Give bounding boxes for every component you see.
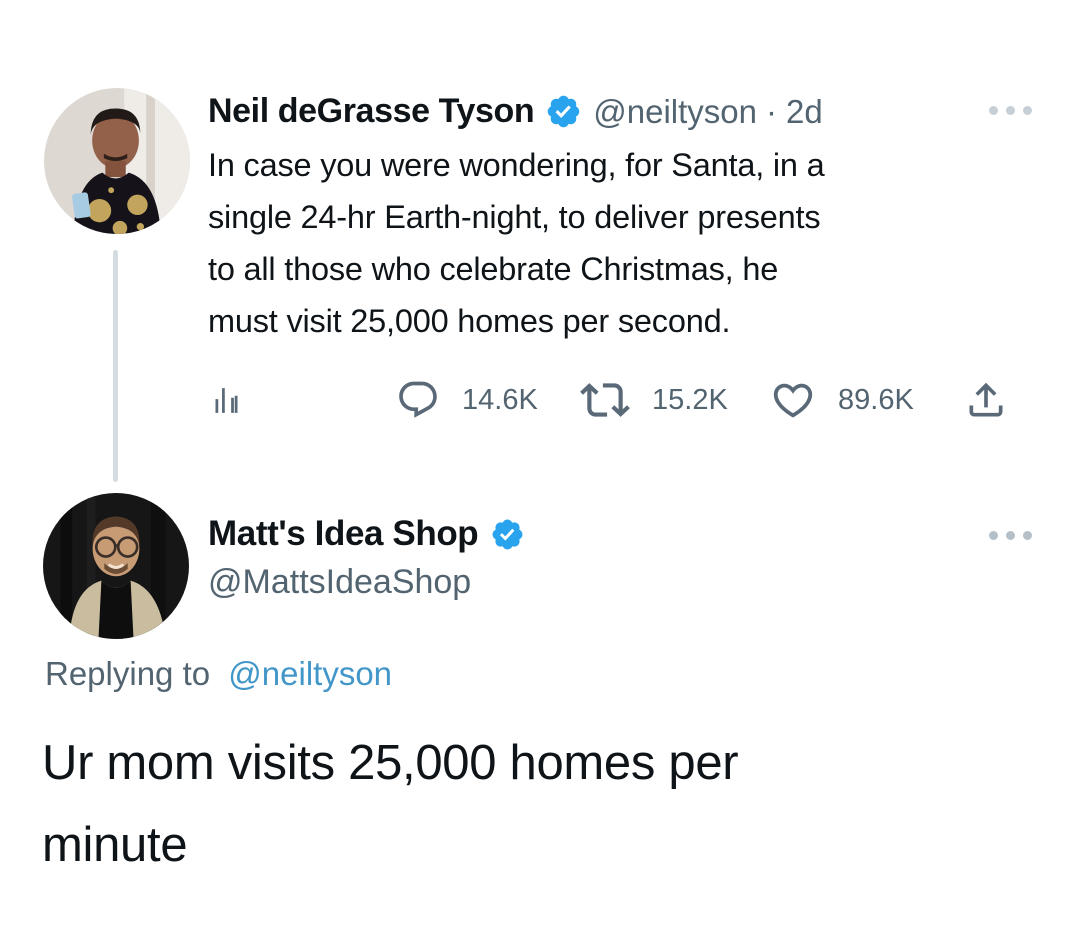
- share-button[interactable]: [964, 376, 1008, 424]
- tweet2-author-name[interactable]: Matt's Idea Shop: [208, 514, 479, 553]
- tweet1-author-name[interactable]: Neil deGrasse Tyson: [208, 92, 535, 130]
- retweet-count: 15.2K: [652, 383, 728, 416]
- thread-connector-line: [113, 250, 118, 482]
- tweet1-header: Neil deGrasse Tyson @neiltyson · 2d: [208, 92, 823, 131]
- heart-icon: [770, 377, 816, 423]
- share-icon: [964, 378, 1008, 422]
- tweet2-body-text: Ur mom visits 25,000 homes per minute: [42, 736, 739, 872]
- more-icon: [1006, 531, 1015, 540]
- bar-chart-icon: [210, 384, 243, 417]
- tweet1-more-button[interactable]: [989, 106, 1032, 115]
- more-icon: [1023, 531, 1032, 540]
- tweet1-timestamp[interactable]: 2d: [786, 92, 823, 130]
- avatar[interactable]: [44, 88, 190, 234]
- replying-to-line: Replying to @neiltyson: [45, 655, 392, 693]
- verified-badge-icon: [490, 517, 525, 552]
- tweet2-more-button[interactable]: [989, 531, 1032, 540]
- more-icon: [989, 106, 998, 115]
- retweet-button[interactable]: 15.2K: [580, 376, 728, 424]
- more-icon: [989, 531, 998, 540]
- retweet-icon: [580, 375, 630, 425]
- replying-to-label: Replying to: [45, 655, 211, 692]
- reply-icon: [396, 378, 440, 422]
- tweet1-body-text: In case you were wondering, for Santa, i…: [208, 147, 825, 339]
- verified-badge-icon: [545, 93, 582, 130]
- analytics-button[interactable]: [210, 376, 243, 424]
- meta-separator: ·: [766, 92, 777, 130]
- tweet2-author-handle[interactable]: @MattsIdeaShop: [208, 563, 472, 601]
- reply-count: 14.6K: [462, 383, 538, 416]
- neil-degrasse-tyson-portrait-icon: [44, 88, 190, 234]
- tweet1-meta: @neiltyson · 2d: [593, 93, 822, 131]
- more-icon: [1006, 106, 1015, 115]
- tweet1-author-handle[interactable]: @neiltyson: [593, 92, 757, 130]
- matts-idea-shop-portrait-icon: [43, 493, 189, 639]
- more-icon: [1023, 106, 1032, 115]
- avatar[interactable]: [43, 493, 189, 639]
- tweet1-engagement-bar: 14.6K 15.2K 89.6K: [208, 376, 1020, 424]
- like-count: 89.6K: [838, 383, 914, 416]
- like-button[interactable]: 89.6K: [770, 376, 914, 424]
- replying-to-mention-link[interactable]: @neiltyson: [228, 655, 393, 692]
- reply-button[interactable]: 14.6K: [396, 376, 538, 424]
- tweet2-header: Matt's Idea Shop @MattsIdeaShop: [208, 514, 525, 602]
